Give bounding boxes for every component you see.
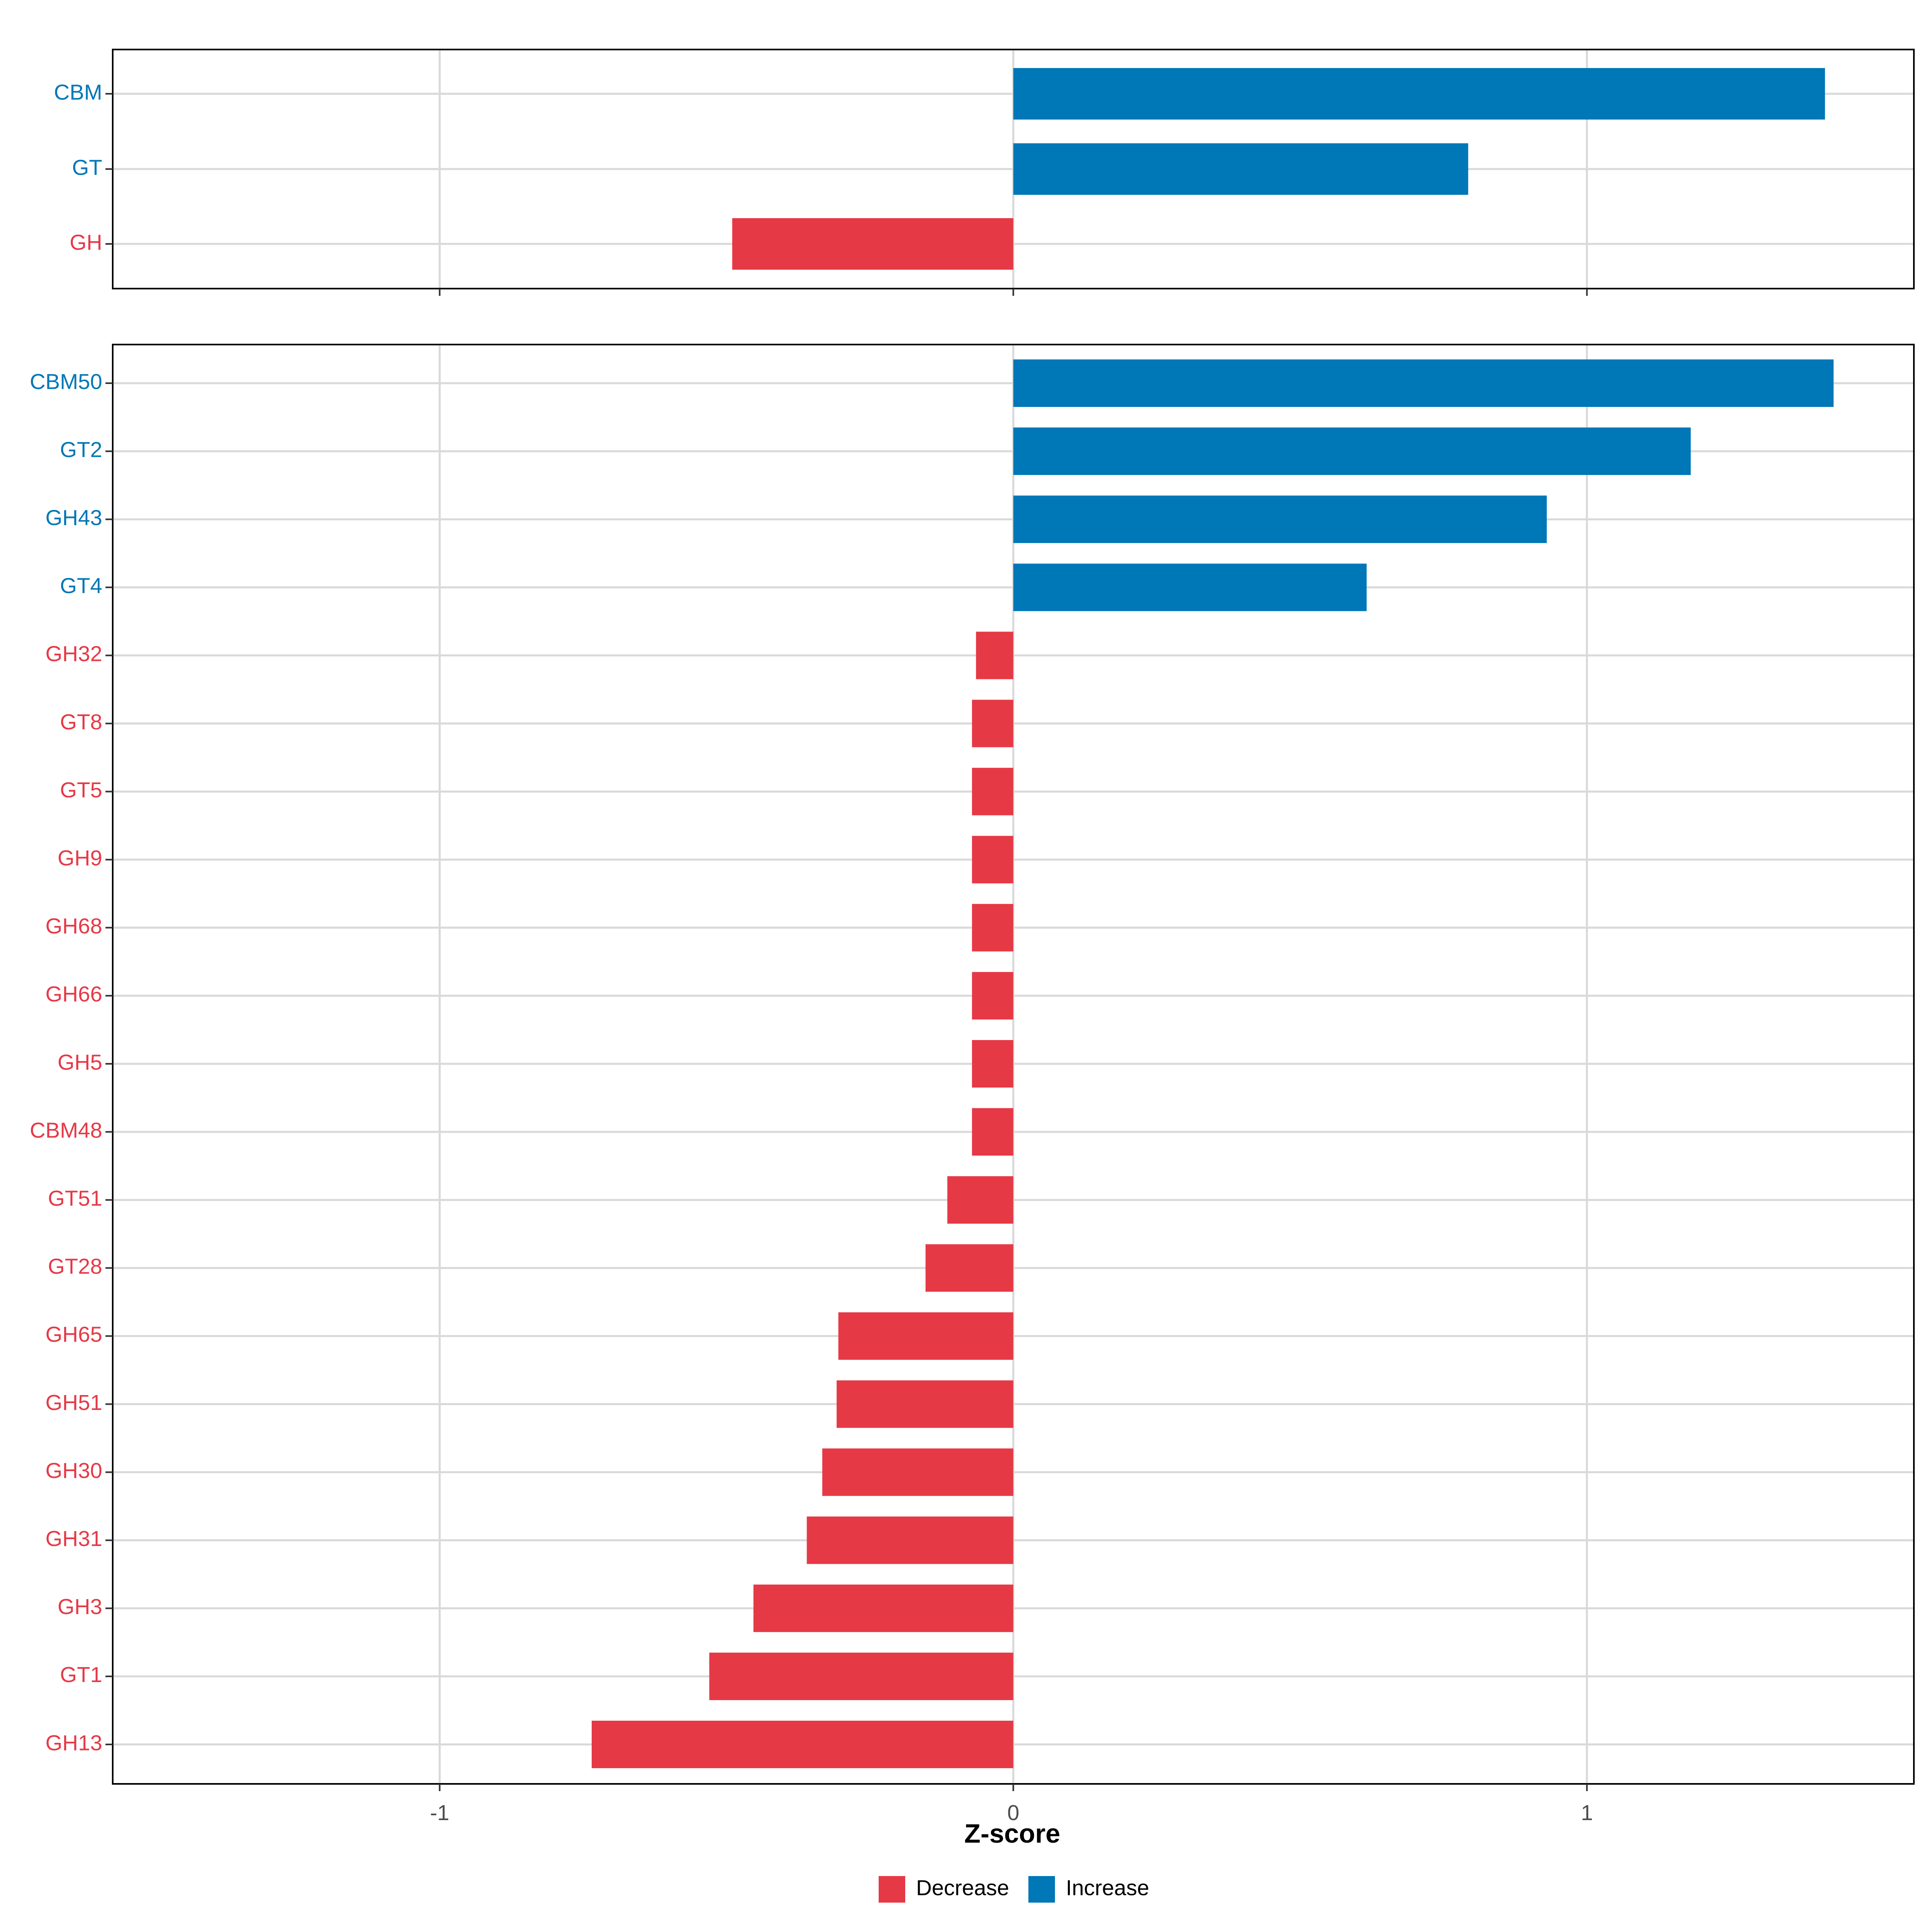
y-tick-label: GH66: [45, 982, 102, 1006]
bar-gh30: [822, 1448, 1013, 1496]
y-tick-label: GH51: [45, 1391, 102, 1415]
bar-cbm50: [1013, 359, 1834, 407]
y-tick-label: GH9: [58, 846, 102, 870]
y-tick-label: GH: [70, 230, 102, 254]
bar-gt51: [947, 1176, 1013, 1224]
bar-gt28: [925, 1244, 1013, 1292]
bar-gh68: [972, 904, 1013, 952]
legend-swatch-increase: [1028, 1876, 1055, 1903]
bar-gt2: [1013, 427, 1691, 475]
y-tick-label: GT2: [60, 438, 102, 462]
bar-gt: [1013, 143, 1468, 195]
bar-gh51: [836, 1380, 1013, 1428]
y-tick-label: CBM48: [30, 1118, 102, 1142]
bar-gt1: [709, 1652, 1013, 1700]
legend: Decrease Increase: [879, 1876, 1149, 1903]
bar-gt8: [972, 700, 1013, 747]
bar-cbm48: [972, 1108, 1013, 1156]
legend-label-increase: Increase: [1066, 1876, 1149, 1900]
y-tick-label: GH30: [45, 1459, 102, 1483]
y-tick-label: GH65: [45, 1323, 102, 1347]
bar-gh9: [972, 836, 1013, 883]
bar-cbm: [1013, 68, 1825, 120]
family-panel: CBM50 GT2 GH43 GT4 GH32 GT8 GT5 GH9 GH68 GH66 GH5 C…: [30, 344, 1915, 1825]
bar-gh43: [1013, 495, 1547, 543]
y-tick-label: GT28: [48, 1255, 102, 1279]
bar-gh31: [807, 1516, 1013, 1564]
bar-gh65: [838, 1312, 1013, 1360]
x-tick-label: 1: [1581, 1801, 1593, 1825]
bar-gh66: [972, 972, 1013, 1020]
category-panel: CBM GT GH: [54, 49, 1915, 296]
legend-swatch-decrease: [879, 1876, 905, 1903]
x-tick-label: -1: [430, 1801, 449, 1825]
y-tick-label: CBM50: [30, 369, 102, 394]
y-tick-label: GH32: [45, 642, 102, 666]
y-tick-label: GH68: [45, 914, 102, 938]
y-tick-label: GH43: [45, 506, 102, 530]
bar-gh5: [972, 1040, 1013, 1088]
y-tick-label: GH5: [58, 1050, 102, 1074]
y-tick-label: CBM: [54, 80, 102, 104]
y-tick-label: GT4: [60, 574, 102, 598]
bar-gt5: [972, 768, 1013, 815]
legend-label-decrease: Decrease: [916, 1876, 1009, 1900]
bar-gh3: [753, 1584, 1013, 1632]
y-tick-label: GT5: [60, 778, 102, 802]
x-axis-title: Z-score: [964, 1818, 1060, 1848]
y-tick-label: GT51: [48, 1186, 102, 1210]
bar-gh32: [976, 632, 1013, 679]
x-tick-label: 0: [1007, 1801, 1019, 1825]
y-tick-label: GT: [72, 155, 102, 180]
bar-gh: [732, 218, 1013, 270]
bar-gt4: [1013, 564, 1367, 611]
y-tick-label: GH3: [58, 1595, 102, 1619]
y-tick-label: GH13: [45, 1731, 102, 1755]
bar-gh13: [592, 1721, 1013, 1768]
y-tick-label: GH31: [45, 1527, 102, 1551]
y-tick-label: GT8: [60, 710, 102, 734]
y-tick-label: GT1: [60, 1663, 102, 1687]
